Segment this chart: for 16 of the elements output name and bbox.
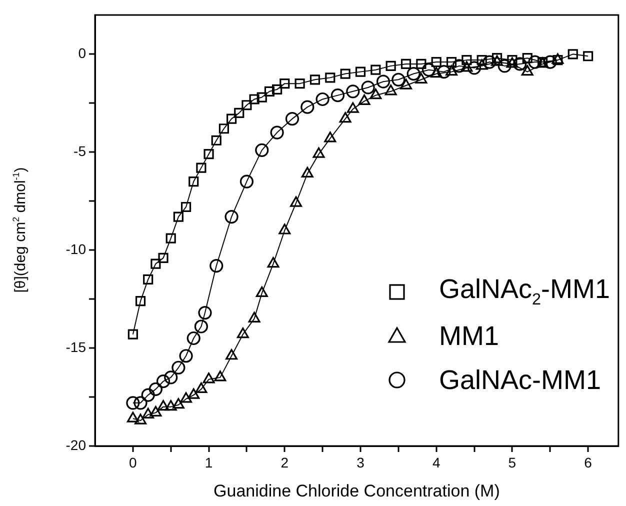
x-tick-label: 0 xyxy=(129,454,138,470)
x-tick-label: 2 xyxy=(280,454,289,470)
x-axis-title: Guanidine Chloride Concentration (M) xyxy=(214,481,500,500)
legend-label: MM1 xyxy=(439,320,499,352)
y-tick-label: -5 xyxy=(74,142,86,159)
y-tick-label: -10 xyxy=(66,240,86,257)
y-tick-label: -15 xyxy=(66,338,86,355)
y-tick-label: -20 xyxy=(66,436,86,453)
x-tick-label: 3 xyxy=(356,454,365,470)
x-tick-label: 5 xyxy=(508,454,516,470)
x-tick-label: 4 xyxy=(432,454,440,470)
x-tick-label: 1 xyxy=(204,454,213,470)
x-tick-label: 6 xyxy=(584,454,592,470)
legend-label: GalNAc-MM1 xyxy=(439,364,602,396)
legend-label: GalNAc$_{2}$-MM1 xyxy=(439,274,610,310)
y-tick-label: 0 xyxy=(78,45,86,62)
